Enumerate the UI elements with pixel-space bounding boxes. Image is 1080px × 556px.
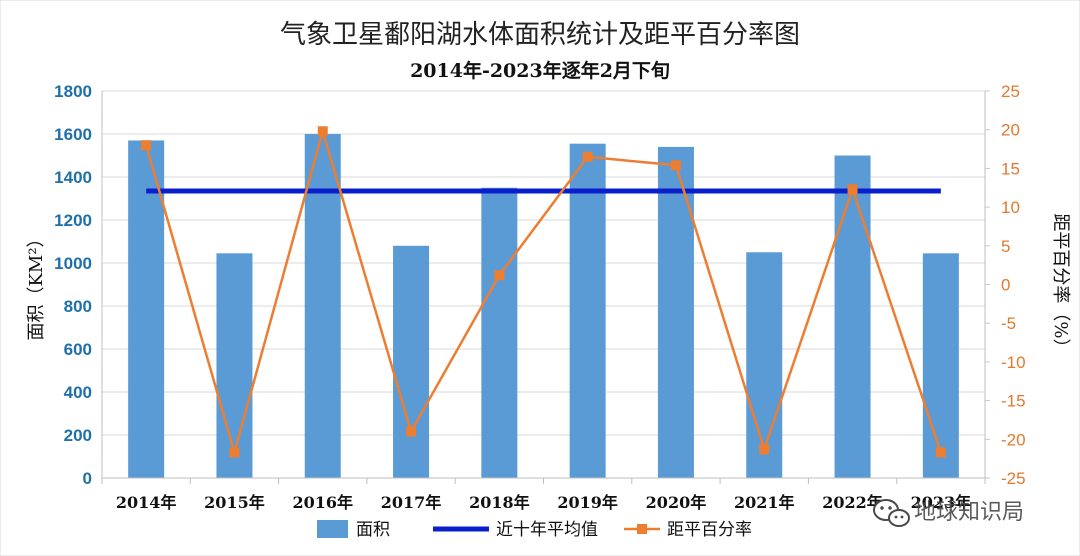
y-tick-label-left: 200 [64, 426, 92, 445]
y-tick-label-right: 20 [1001, 121, 1020, 140]
bar-series [128, 134, 959, 479]
x-tick-label: 2016年 [292, 493, 353, 512]
y-tick-label-right: 10 [1001, 198, 1020, 217]
x-tick-label: 2017年 [381, 493, 442, 512]
bar-area [922, 253, 959, 478]
percentage-point [317, 126, 328, 137]
x-tick-label: 2014年 [116, 493, 177, 512]
legend-swatch-area [317, 520, 348, 538]
percentage-point [759, 444, 770, 455]
bar-area [834, 155, 871, 478]
y-tick-label-right: -15 [1001, 392, 1026, 411]
y-tick-label-left: 1600 [54, 125, 92, 144]
y-tick-label-left: 600 [64, 340, 92, 359]
x-tick-label: 2022年 [822, 493, 883, 512]
chart-title: 气象卫星鄱阳湖水体面积统计及距平百分率图 [280, 20, 800, 50]
watermark: 地球知识局 [873, 499, 1024, 527]
chart-subtitle: 2014年-2023年逐年2月下旬 [410, 59, 670, 82]
bar-area [304, 134, 341, 478]
x-tick-label: 2019年 [557, 493, 618, 512]
bar-area [657, 146, 694, 478]
x-tick-label: 2018年 [469, 493, 530, 512]
y-tick-label-left: 1000 [54, 254, 92, 273]
y-tick-label-left: 1400 [54, 168, 92, 187]
axes [101, 90, 990, 484]
legend-label-average: 近十年平均值 [496, 520, 598, 540]
percentage-line-series [141, 126, 946, 458]
bar-area [393, 245, 430, 478]
percentage-point [141, 140, 152, 151]
y-axis-label-left: 面积（KM²） [26, 229, 47, 340]
legend-label-percentage: 距平百分率 [667, 520, 752, 540]
bar-area [569, 143, 606, 479]
y-tick-label-left: 400 [64, 383, 92, 402]
x-tick-label: 2015年 [204, 493, 265, 512]
x-tick-label: 2023年 [911, 493, 972, 512]
y-axis-label-right: 距平百分率（%） [1050, 213, 1071, 356]
x-tick-label: 2020年 [646, 493, 707, 512]
y-tick-label-left: 1800 [54, 82, 92, 101]
percentage-point [935, 447, 946, 458]
percentage-point [670, 160, 681, 171]
wechat-icon [873, 499, 910, 527]
watermark-text: 地球知识局 [914, 500, 1024, 525]
y-tick-label-right: 0 [1001, 276, 1010, 295]
y-tick-label-right: -25 [1001, 469, 1026, 488]
y-tick-label-right: 15 [1001, 159, 1020, 178]
y-tick-label-right: -10 [1001, 353, 1026, 372]
y-tick-label-right: -5 [1001, 314, 1016, 333]
bar-area [481, 187, 518, 478]
bar-area [746, 252, 783, 478]
percentage-point [582, 151, 593, 162]
legend-label-area: 面积 [356, 520, 390, 540]
y-tick-label-left: 0 [83, 469, 92, 488]
y-tick-label-right: -20 [1001, 430, 1026, 449]
percentage-point [229, 447, 240, 458]
legend-marker-percentage [637, 524, 647, 534]
legend: 面积 近十年平均值 距平百分率 [317, 520, 752, 540]
y-tick-label-right: 5 [1001, 237, 1010, 256]
percentage-line [144, 129, 943, 454]
tick-labels: 020040060080010001200140016001800-25-20-… [54, 82, 1025, 512]
percentage-point [847, 184, 858, 195]
percentage-point [494, 270, 505, 281]
percentage-point [406, 426, 417, 437]
x-tick-label: 2021年 [734, 493, 795, 512]
bar-area [216, 253, 253, 478]
bar-area [128, 140, 165, 478]
y-tick-label-left: 800 [64, 297, 92, 316]
y-tick-label-right: 25 [1001, 82, 1020, 101]
y-tick-label-left: 1200 [54, 211, 92, 230]
